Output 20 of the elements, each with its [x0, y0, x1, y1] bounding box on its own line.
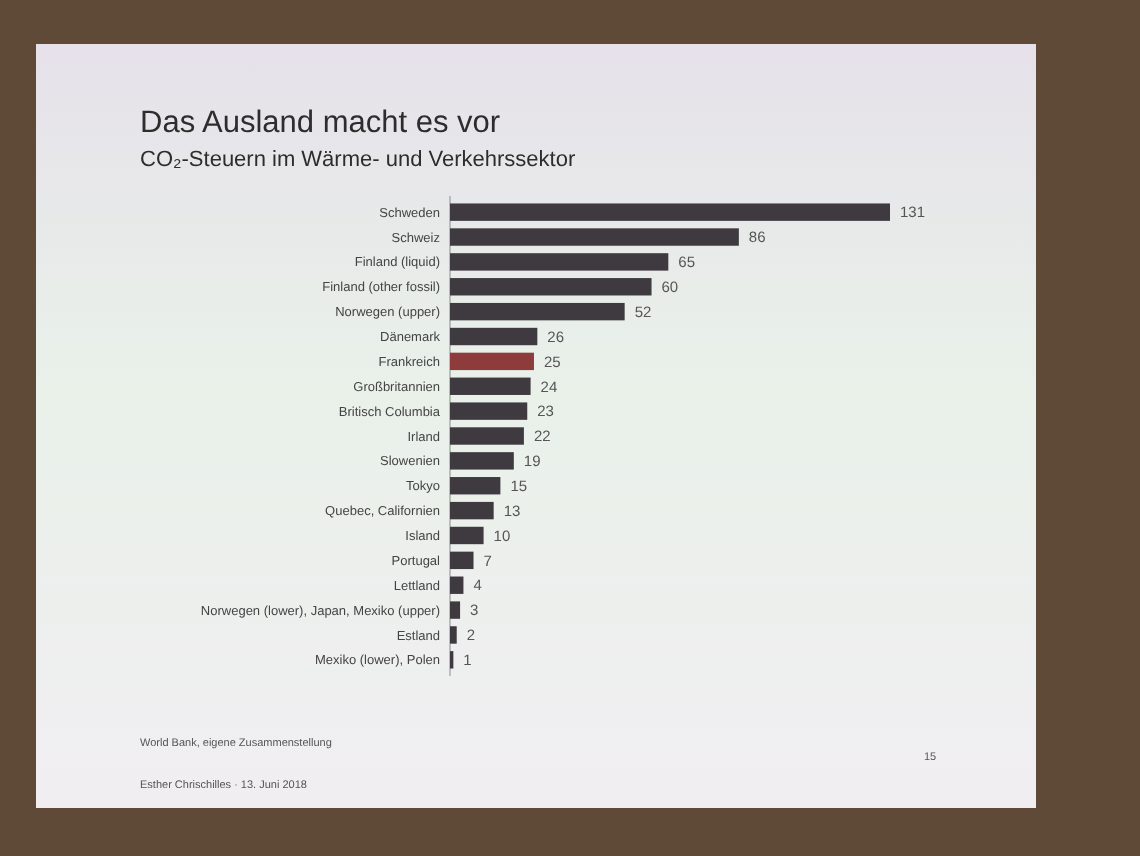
bar [450, 327, 538, 346]
chart-subtitle: CO₂-Steuern im Wärme- und Verkehrssektor [140, 148, 576, 172]
bar [450, 477, 501, 495]
bar [450, 302, 625, 321]
bar [450, 402, 528, 420]
bar [450, 526, 484, 545]
bar [450, 501, 494, 520]
bar [450, 228, 739, 246]
bar [450, 551, 474, 570]
bar [450, 576, 464, 594]
bar [450, 626, 457, 644]
bar [450, 377, 531, 395]
chart-title: Das Ausland macht es vor [140, 106, 501, 140]
bar [450, 427, 524, 445]
bar [450, 352, 534, 371]
bar [450, 253, 669, 271]
bar [450, 452, 514, 470]
bar [450, 278, 652, 296]
bar [450, 601, 461, 619]
bar [450, 203, 890, 221]
